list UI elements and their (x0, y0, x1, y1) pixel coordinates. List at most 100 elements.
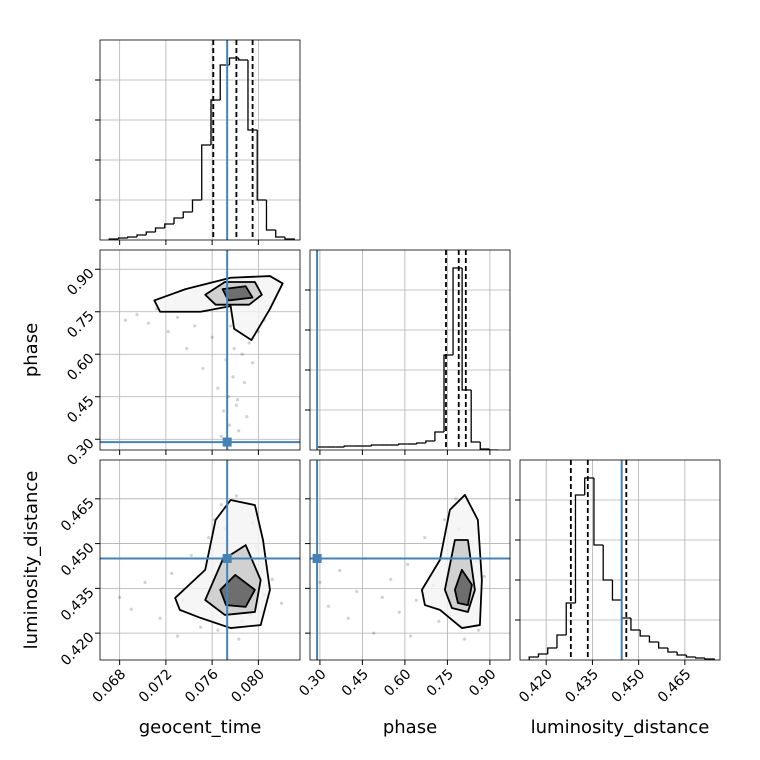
sample-point (198, 625, 203, 629)
hist-step (479, 442, 490, 450)
x-axis-label: geocent_time (139, 717, 262, 738)
sample-point (355, 589, 359, 593)
sample-point (242, 380, 247, 385)
y-tick-label: 0.90 (64, 266, 97, 299)
sample-point (216, 386, 220, 390)
hist-step (443, 354, 454, 432)
sample-point (227, 423, 232, 427)
y-axis-label: luminosity_distance (21, 471, 42, 650)
plot-area (316, 250, 499, 450)
y-axis-label: phase (21, 323, 42, 377)
sample-point (118, 595, 122, 599)
sample-point (229, 324, 233, 328)
x-tick-label: 0.75 (424, 666, 457, 699)
hist-step (574, 494, 585, 603)
sample-point (279, 601, 284, 605)
panel: 0.420 0.435 0.450 0.465 luminosity_distance (515, 459, 721, 738)
hist-step (602, 545, 613, 581)
sample-point (175, 315, 180, 320)
x-tick-label: 0.90 (466, 666, 499, 699)
sample-point (326, 604, 331, 608)
sample-point (476, 628, 481, 632)
plot-area (528, 460, 715, 660)
y-tick-label: 0.465 (58, 495, 98, 535)
sample-point (237, 637, 241, 641)
sample-point (234, 403, 239, 407)
sample-point (380, 595, 384, 599)
hist-step (584, 477, 594, 495)
sample-point (414, 598, 418, 602)
x-tick-label: 0.068 (90, 666, 130, 706)
hist-step (154, 227, 165, 232)
panel (305, 249, 511, 455)
sample-point (207, 536, 211, 540)
hist-step (136, 234, 147, 237)
sample-point (338, 568, 342, 573)
plot-area (100, 460, 300, 660)
hist-step (173, 217, 184, 224)
sample-point (234, 494, 239, 498)
x-tick-label: 0.30 (296, 666, 329, 699)
x-tick-label: 0.450 (609, 666, 649, 706)
panel-frame (99, 459, 301, 661)
panel-frame (309, 459, 511, 661)
y-tick-label: 0.420 (58, 629, 98, 669)
sample-point (247, 341, 251, 345)
hist-step (127, 236, 137, 238)
hist-step (182, 211, 193, 218)
sample-point (210, 335, 214, 339)
x-tick-label: 0.435 (562, 666, 602, 706)
sample-point (135, 312, 139, 317)
sample-point (406, 562, 410, 567)
sample-point (231, 375, 235, 379)
sample-point (123, 318, 128, 322)
plot-area (310, 460, 510, 660)
sample-point (454, 497, 458, 501)
panel-frame (309, 249, 511, 451)
hist-step (425, 440, 435, 443)
x-tick-label: 0.45 (339, 666, 372, 699)
hist-step (470, 390, 481, 443)
hist-step (488, 449, 499, 450)
hist-step (461, 268, 472, 391)
sample-point (482, 574, 486, 579)
sample-point (251, 361, 255, 365)
sample-point (201, 366, 205, 371)
hist-step (256, 130, 267, 201)
y-tick-label: 0.75 (64, 308, 97, 341)
hist-step (704, 658, 715, 660)
hist-step (265, 200, 276, 231)
hist-step (630, 618, 641, 631)
sample-point (423, 536, 427, 540)
sample-point (408, 634, 413, 638)
hist-step (676, 652, 687, 656)
sample-point (462, 637, 466, 641)
hist-step (275, 230, 285, 238)
sample-point (235, 397, 240, 402)
hist-step (191, 199, 202, 212)
hist-step (117, 237, 128, 239)
plot-area (100, 250, 300, 450)
hist-step (416, 442, 426, 444)
hist-step (639, 630, 650, 637)
sample-point (232, 346, 236, 351)
hist-step (556, 634, 567, 648)
x-axis-label: phase (383, 717, 437, 738)
hist-step (611, 580, 622, 601)
hist-step (247, 60, 258, 131)
hist-step (537, 653, 548, 657)
sample-point (346, 616, 350, 620)
sample-point (193, 324, 197, 328)
hist-step (145, 231, 156, 235)
hist-step (648, 636, 659, 643)
truth-marker (222, 437, 232, 447)
y-tick-label: 0.450 (58, 540, 98, 580)
hist-step (316, 446, 327, 450)
sample-point (222, 409, 226, 413)
sample-point (442, 518, 447, 522)
truth-marker (312, 554, 322, 564)
sample-point (270, 577, 274, 582)
hist-step (343, 445, 354, 447)
panel (95, 39, 301, 245)
